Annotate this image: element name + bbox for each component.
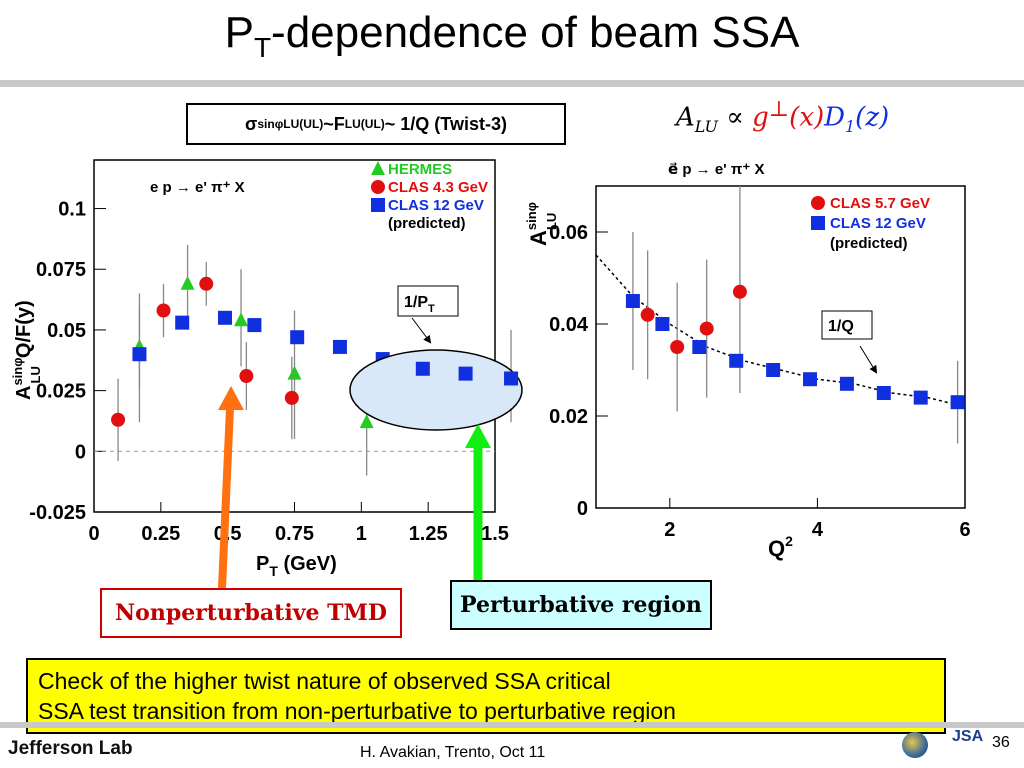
- legend-marker: [371, 198, 385, 212]
- annotation-label: 1/Q: [828, 318, 854, 335]
- summary-line-2: SSA test transition from non-perturbativ…: [38, 698, 676, 724]
- data-point: [132, 347, 147, 362]
- page-number: 36: [992, 734, 1010, 751]
- data-point: [458, 366, 473, 381]
- x-tick-label: 0: [88, 523, 99, 545]
- data-point: [732, 284, 747, 299]
- x-axis-title: Q2: [768, 533, 793, 561]
- legend-label: CLAS 5.7 GeV: [830, 195, 930, 212]
- annotation-label: 1/PT: [404, 294, 435, 315]
- process-label: e⃗ p → e' π⁺ X: [668, 161, 765, 178]
- twist3-formula-box: σ sinφ LU(UL) ~F LU(UL) ~ 1/Q (Twist-3): [186, 103, 566, 145]
- data-point: [175, 315, 190, 330]
- data-point: [287, 365, 302, 380]
- data-point: [950, 395, 965, 410]
- legend-marker: [371, 161, 385, 175]
- data-point: [156, 303, 171, 318]
- summary-box: Check of the higher twist nature of obse…: [26, 658, 946, 734]
- legend-marker: [371, 180, 385, 194]
- x-tick-label: 1: [356, 523, 367, 545]
- x-tick-label: 6: [959, 519, 970, 541]
- legend-label: HERMES: [388, 161, 452, 178]
- legend-label: CLAS 12 GeV: [388, 197, 484, 214]
- data-point: [876, 386, 891, 400]
- legend-label: CLAS 4.3 GeV: [388, 179, 488, 196]
- y-tick-label: 0: [577, 498, 588, 520]
- q2-dependence-chart: 2 4 6 0 0.02 0.04 0.06 e⃗ p → e' π⁺ X CLAS 5.7 G…: [524, 161, 971, 561]
- annotation-arrow: [411, 317, 432, 344]
- y-tick-label: 0.04: [549, 314, 589, 336]
- perturbative-region-label: Perturbative region: [450, 580, 712, 630]
- footer-divider: [0, 722, 1024, 728]
- x-tick-label: 4: [812, 519, 824, 541]
- data-point: [217, 310, 232, 325]
- y-tick-label: 0: [75, 441, 86, 463]
- legend-label-predicted: (predicted): [830, 235, 908, 252]
- nonperturbative-arrowhead: [218, 386, 244, 410]
- data-point: [625, 294, 640, 308]
- data-point: [766, 363, 781, 377]
- data-point: [290, 330, 305, 345]
- data-point: [670, 340, 685, 354]
- data-point: [111, 412, 126, 427]
- data-point: [913, 390, 928, 405]
- data-point: [234, 312, 249, 327]
- data-point: [839, 376, 854, 391]
- nonperturbative-tmd-label: Nonperturbative TMD: [100, 588, 402, 638]
- data-point: [729, 353, 744, 368]
- annotation-box: [397, 285, 459, 317]
- footer-citation: H. Avakian, Trento, Oct 11: [360, 744, 546, 761]
- data-point: [803, 372, 818, 387]
- data-point: [284, 390, 299, 405]
- y-tick-label: 0.075: [36, 259, 86, 281]
- summary-line-1: Check of the higher twist nature of obse…: [38, 668, 611, 694]
- data-point: [504, 371, 519, 386]
- y-tick-label: 0.06: [549, 222, 588, 244]
- legend-marker: [811, 216, 825, 230]
- jefferson-lab-logo: Jefferson Lab: [8, 738, 133, 759]
- nonperturbative-arrow: [218, 407, 234, 589]
- alu-proportionality-formula: ALU ∝ g⊥(x)D1(z): [676, 97, 890, 136]
- data-point: [699, 321, 714, 336]
- data-point: [199, 276, 214, 291]
- data-point: [180, 275, 195, 290]
- jsa-logo: JSA: [952, 728, 984, 745]
- x-tick-label: 2: [664, 519, 675, 541]
- data-point: [640, 307, 655, 322]
- legend-label-predicted: (predicted): [388, 215, 466, 232]
- y-tick-label: 0.02: [549, 406, 588, 428]
- data-point: [692, 340, 707, 354]
- legend-marker: [811, 196, 825, 210]
- annotation-box: [821, 310, 873, 340]
- plot-frame: [595, 185, 966, 509]
- x-tick-label: 0.75: [275, 523, 314, 545]
- data-point: [415, 361, 430, 376]
- legend-label: CLAS 12 GeV: [830, 215, 926, 232]
- fit-curve-1-over-q: [595, 254, 966, 408]
- slide-title: PT-dependence of beam SSA: [224, 8, 800, 63]
- y-tick-label: 0.1: [58, 199, 86, 221]
- x-axis-title: PT (GeV): [256, 553, 337, 579]
- y-tick-label: -0.025: [29, 502, 86, 524]
- data-point: [655, 317, 670, 331]
- x-tick-label: 1.5: [481, 523, 509, 545]
- x-tick-label: 0.25: [141, 523, 180, 545]
- doe-seal-icon: [902, 732, 928, 758]
- perturbative-region-ellipse: [349, 349, 523, 431]
- title-divider: [0, 80, 1024, 87]
- region-arrows: [218, 386, 491, 589]
- perturbative-arrowhead: [465, 424, 491, 448]
- y-tick-label: 0.025: [36, 381, 86, 403]
- process-label: e p → e' π⁺ X: [150, 179, 245, 196]
- pt-dependence-chart: 00.250.50.7511.251.5-0.02500.0250.050.07…: [10, 159, 523, 579]
- y-tick-label: 0.05: [47, 320, 86, 342]
- annotation-arrow: [859, 345, 878, 374]
- x-tick-label: 1.25: [409, 523, 448, 545]
- data-point: [359, 414, 374, 429]
- data-point: [332, 339, 347, 354]
- data-point: [247, 318, 262, 333]
- data-point: [239, 369, 254, 384]
